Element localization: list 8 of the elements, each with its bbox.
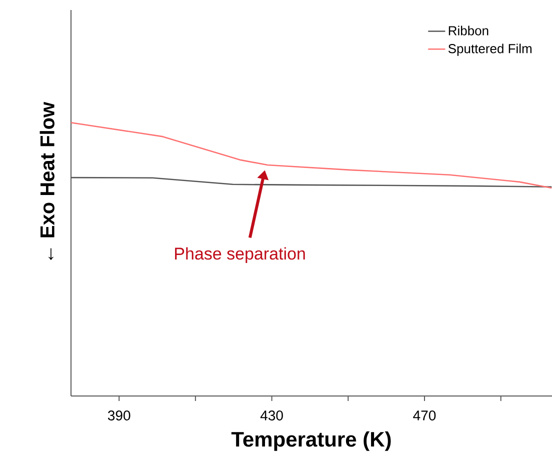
x-tick-label: 430 [260,410,283,420]
x-tick-label: 470 [413,410,436,420]
y-axis-title: ← Exo Heat Flow [40,102,54,260]
x-axis-title: Temperature (K) [231,431,391,451]
annotation: Phase separation [175,247,305,264]
legend-label: Ribbon [448,26,488,36]
legend-label: Sputtered Film [448,44,532,56]
x-tick-label: 390 [108,410,130,420]
